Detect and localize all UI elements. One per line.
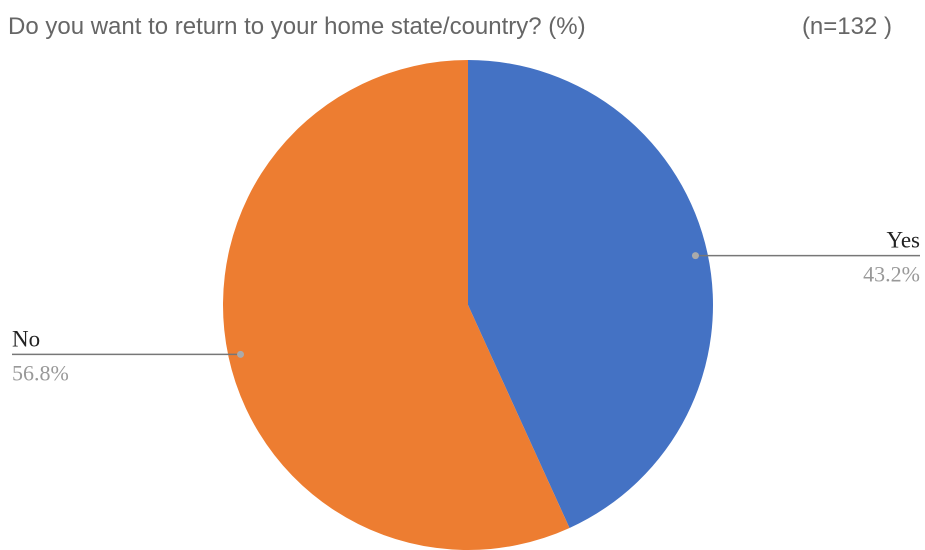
pie-slice <box>223 60 570 550</box>
slice-label: Yes <box>887 228 921 253</box>
slice-value: 43.2% <box>863 262 920 287</box>
leader-dot <box>691 252 699 260</box>
slice-value: 56.8% <box>12 360 69 385</box>
chart-title: Do you want to return to your home state… <box>8 13 586 40</box>
chart-subtitle: (n=132 ) <box>802 13 892 40</box>
leader-dot <box>237 350 245 358</box>
slice-label: No <box>12 326 40 351</box>
pie-slice <box>468 60 713 528</box>
